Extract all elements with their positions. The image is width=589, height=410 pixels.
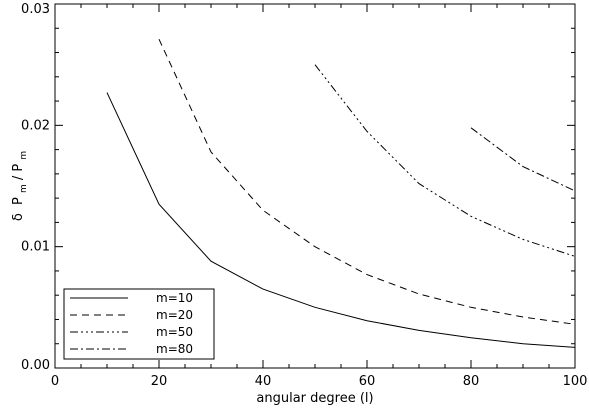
y-tick-label: 0.00 bbox=[21, 358, 50, 373]
series-line-m-20 bbox=[158, 38, 576, 325]
x-tick-label: 40 bbox=[255, 374, 272, 389]
series-line-m-10 bbox=[106, 92, 576, 348]
x-tick-label: 60 bbox=[359, 374, 376, 389]
legend-label: m=80 bbox=[156, 342, 193, 356]
y-tick-label: 0.02 bbox=[21, 118, 50, 133]
y-axis-title: δ P m / P m bbox=[11, 151, 30, 221]
y-axis-title-delta: δ bbox=[11, 213, 26, 221]
y-axis-title-sub1: m bbox=[19, 184, 29, 193]
y-tick-label: 0.03 bbox=[21, 2, 50, 17]
series-line-m-80 bbox=[470, 127, 576, 192]
legend-items: m=10 m=20 m=50 m=80 bbox=[70, 291, 193, 356]
legend-label: m=50 bbox=[156, 325, 193, 339]
y-axis-title-p1: P bbox=[11, 197, 26, 205]
x-tick-label: 80 bbox=[463, 374, 480, 389]
legend: m=10 m=20 m=50 m=80 bbox=[63, 288, 215, 360]
series-lines bbox=[106, 38, 576, 348]
series-line-m-50 bbox=[314, 64, 576, 257]
y-axis-title-p2: P bbox=[11, 164, 26, 172]
x-axis-title: angular degree (l) bbox=[256, 391, 373, 406]
x-tick-label: 100 bbox=[563, 374, 588, 389]
y-tick-label: 0.01 bbox=[21, 240, 50, 255]
tick-labels: 0 20 40 60 80 100 0.00 0.01 0.02 0.03 bbox=[21, 2, 587, 389]
legend-box bbox=[63, 288, 215, 360]
y-axis-title-sub2: m bbox=[19, 151, 29, 160]
y-axis-title-slash: / bbox=[11, 172, 26, 181]
legend-label: m=10 bbox=[156, 291, 193, 305]
axis-ticks bbox=[54, 3, 576, 369]
x-tick-label: 0 bbox=[51, 374, 59, 389]
legend-label: m=20 bbox=[156, 308, 193, 322]
x-tick-label: 20 bbox=[151, 374, 168, 389]
